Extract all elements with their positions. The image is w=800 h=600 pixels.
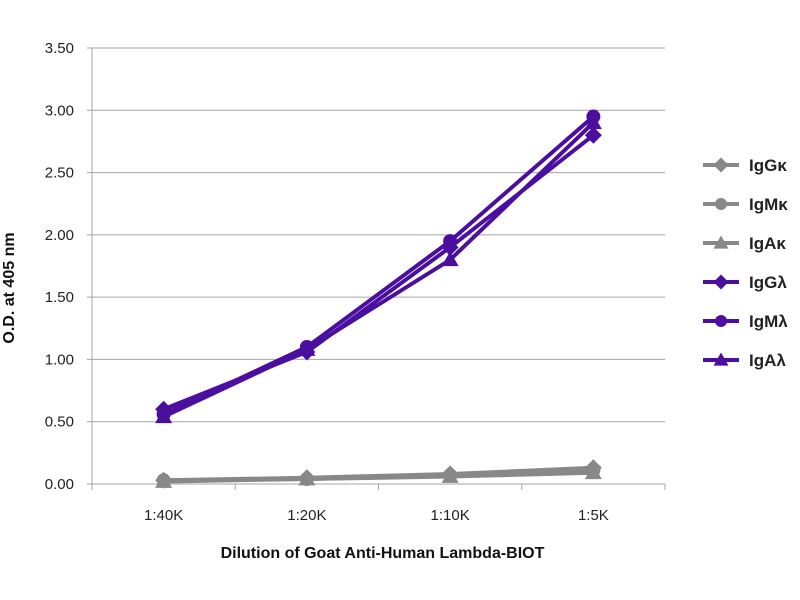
series-IgMλ <box>156 109 601 422</box>
series-layer <box>155 109 602 489</box>
data-point-triangle <box>298 340 316 356</box>
x-tick-label: 1:10K <box>431 507 470 524</box>
data-point-triangle <box>298 470 316 486</box>
series-IgGλ <box>155 126 602 418</box>
y-tick-label: 3.00 <box>45 102 74 119</box>
legend-marker-triangle <box>713 235 729 249</box>
legend: IgGκ IgMκ IgAκ IgGλ IgMλ IgAλ <box>703 156 788 370</box>
y-axis-title: O.D. at 405 nm <box>1 232 18 343</box>
series-IgAκ <box>155 464 602 488</box>
legend-entry: IgMλ <box>703 312 788 331</box>
legend-marker-triangle <box>713 352 729 366</box>
data-point-triangle <box>584 464 602 480</box>
legend-marker-diamond <box>713 274 729 290</box>
legend-label: IgAκ <box>749 234 786 253</box>
series-line <box>162 115 595 417</box>
legend-entry: IgGκ <box>703 156 787 175</box>
legend-marker-circle <box>715 315 727 327</box>
legend-label: IgGλ <box>749 273 787 292</box>
legend-label: IgMλ <box>749 312 788 331</box>
x-tick-label: 1:5K <box>578 507 609 524</box>
legend-marker-circle <box>715 198 727 210</box>
y-tick-label: 0.00 <box>45 476 74 493</box>
legend-label: IgAλ <box>749 351 786 370</box>
data-point-circle <box>443 234 458 249</box>
y-tick-label: 1.50 <box>45 289 74 306</box>
data-point-triangle <box>441 468 459 483</box>
x-axis-title: Dilution of Goat Anti-Human Lambda-BIOT <box>221 545 545 562</box>
series-line <box>162 133 595 412</box>
y-tick-label: 2.00 <box>45 227 74 244</box>
x-tick-label: 1:40K <box>144 507 183 524</box>
legend-entry: IgGλ <box>703 273 787 292</box>
series-IgAλ <box>155 114 602 424</box>
y-tick-label: 2.50 <box>45 165 74 182</box>
legend-marker-diamond <box>713 157 729 173</box>
data-point-triangle <box>441 251 459 267</box>
legend-entry: IgMκ <box>703 195 788 214</box>
legend-entry: IgAλ <box>703 351 786 370</box>
data-point-triangle <box>584 114 602 130</box>
y-tick-label: 0.50 <box>45 414 74 431</box>
legend-label: IgMκ <box>749 195 788 214</box>
legend-label: IgGκ <box>749 156 787 175</box>
y-tick-label: 1.00 <box>45 351 74 368</box>
x-tick-label: 1:20K <box>287 507 326 524</box>
gridlines <box>92 47 665 485</box>
axes: 0.00 0.50 1.00 1.50 2.00 2.50 3.00 3.50 1:40K 1:2… <box>45 40 666 524</box>
series-line <box>163 470 594 484</box>
data-point-diamond <box>584 126 602 144</box>
legend-entry: IgAκ <box>703 234 786 253</box>
data-point-triangle <box>155 408 173 424</box>
y-tick-label: 3.50 <box>45 40 74 57</box>
series-line <box>162 121 595 419</box>
data-point-triangle <box>155 473 173 488</box>
